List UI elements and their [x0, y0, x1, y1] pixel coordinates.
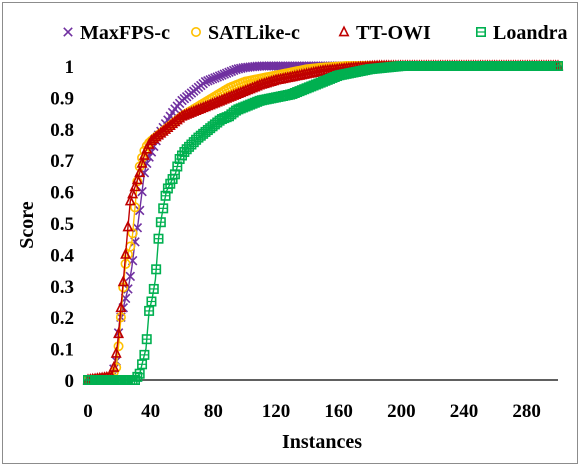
- point-tt-owi: [131, 173, 143, 185]
- point-tt-owi: [117, 275, 129, 287]
- legend-entry-loandra: Loandra: [475, 22, 567, 44]
- legend-marker-maxfps-c: [63, 27, 73, 37]
- legend-marker-satlike-c: [191, 26, 202, 37]
- y-tick-label: 0.4: [50, 245, 74, 266]
- point-tt-owi: [174, 111, 186, 123]
- legend-entry-satlike-c: SATLike-c: [191, 22, 300, 44]
- legend-entry-maxfps-c: MaxFPS-c: [63, 22, 170, 44]
- x-tick-label: 200: [387, 401, 416, 422]
- series-layer: [82, 59, 564, 385]
- y-tick-label: 0.5: [50, 214, 74, 235]
- x-tick-label: 40: [141, 401, 160, 422]
- x-tick-label: 80: [204, 401, 223, 422]
- series-satlike-c: [83, 60, 563, 385]
- point-tt-owi: [134, 166, 146, 178]
- y-tick-label: 0.6: [50, 183, 74, 204]
- series-loandra: [83, 60, 563, 385]
- point-maxfps-c: [137, 186, 147, 197]
- point-tt-owi: [127, 187, 139, 199]
- point-tt-owi: [120, 247, 132, 259]
- y-tick-label: 0.2: [50, 308, 74, 329]
- point-tt-owi: [129, 180, 141, 192]
- axes: 0 0.1 0.2 0.3 0.4 0.5 0.6 0.7 0.8 0.9 1 0 40 80 120 160…: [50, 57, 558, 422]
- legend: MaxFPS-c SATLike-c TT-OWI Loandra: [63, 22, 567, 44]
- x-tick-label: 160: [324, 401, 353, 422]
- point-tt-owi: [122, 220, 134, 232]
- point-tt-owi: [136, 156, 148, 168]
- series-line-satlike-c: [87, 65, 558, 381]
- legend-label-tt-owi: TT-OWI: [356, 22, 431, 44]
- y-axis-title: Score: [16, 201, 38, 249]
- x-tick-label: 120: [262, 401, 291, 422]
- point-tt-owi: [108, 360, 120, 372]
- y-tick-label: 0: [65, 371, 75, 392]
- point-tt-owi: [110, 346, 122, 358]
- point-satlike-c: [113, 341, 124, 352]
- x-tick-label: 0: [83, 401, 93, 422]
- point-maxfps-c: [125, 271, 136, 282]
- y-tick-label: 0.8: [50, 120, 74, 141]
- x-tick-label: 280: [512, 401, 541, 422]
- y-tick-label: 0.7: [50, 151, 74, 172]
- point-maxfps-c: [134, 205, 145, 216]
- y-tick-label: 0.9: [50, 88, 74, 109]
- x-axis-title: Instances: [282, 431, 362, 453]
- point-satlike-c: [127, 228, 138, 239]
- y-tick-label: 0.3: [50, 277, 74, 298]
- legend-label-loandra: Loandra: [493, 22, 567, 44]
- y-tick-label: 0.1: [50, 340, 74, 361]
- legend-marker-tt-owi: [338, 25, 350, 37]
- series-line-loandra: [88, 65, 558, 381]
- legend-label-satlike-c: SATLike-c: [208, 22, 300, 44]
- series-line-tt-owi: [87, 65, 558, 381]
- point-tt-owi: [138, 148, 150, 160]
- point-maxfps-c: [132, 222, 143, 233]
- series-line-maxfps-c: [87, 65, 558, 381]
- point-tt-owi: [124, 194, 136, 206]
- point-tt-owi: [113, 327, 125, 339]
- x-tick-label: 240: [450, 401, 479, 422]
- series-maxfps-c: [83, 61, 563, 385]
- point-tt-owi: [115, 301, 127, 313]
- series-tt-owi: [82, 59, 564, 385]
- legend-entry-tt-owi: TT-OWI: [338, 22, 431, 44]
- legend-label-maxfps-c: MaxFPS-c: [80, 22, 170, 44]
- point-satlike-c: [130, 202, 141, 213]
- y-tick-label: 1: [65, 57, 75, 78]
